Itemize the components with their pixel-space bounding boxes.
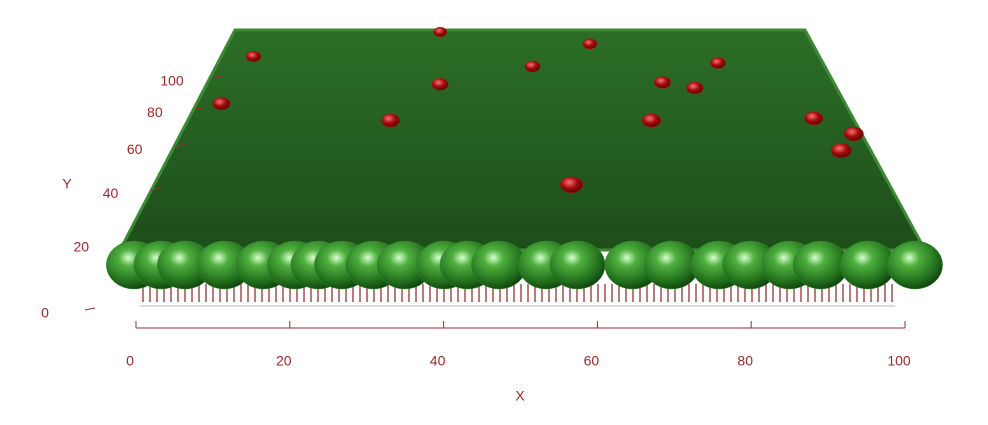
- sphere: [433, 26, 448, 38]
- sphere: [212, 97, 231, 111]
- y-tick: [211, 75, 223, 79]
- sphere: [843, 126, 864, 142]
- sphere: [654, 76, 671, 89]
- x-tick-label: 20: [276, 353, 292, 369]
- y-tick: [194, 106, 205, 110]
- sphere: [830, 143, 852, 159]
- sphere: [582, 38, 598, 50]
- y-tick: [84, 307, 96, 311]
- y-tick-label: 60: [127, 141, 143, 157]
- x-axis-title: X: [515, 388, 525, 404]
- x-tick-label: 0: [126, 353, 134, 369]
- y-tick-label: 20: [73, 238, 89, 254]
- sphere: [887, 240, 943, 290]
- sphere: [549, 240, 606, 290]
- x-tick-label: 40: [430, 353, 446, 369]
- x-tick-label: 100: [887, 353, 911, 369]
- sphere: [560, 176, 583, 194]
- sphere: [245, 50, 262, 63]
- stems: [140, 284, 895, 302]
- y-tick-label: 80: [147, 104, 163, 120]
- y-axis-title: Y: [62, 176, 72, 192]
- sphere: [380, 113, 400, 128]
- sphere: [431, 78, 449, 91]
- sphere: [641, 113, 662, 128]
- sphere-surface: [117, 28, 928, 252]
- sphere: [710, 57, 726, 69]
- sphere: [686, 81, 704, 95]
- sphere: [524, 60, 541, 73]
- x-tick-label: 60: [584, 353, 600, 369]
- y-tick-label: 40: [103, 185, 119, 201]
- y-tick-label: 100: [160, 73, 184, 89]
- y-tick: [150, 187, 161, 191]
- sphere: [804, 111, 824, 126]
- y-tick-label: 0: [41, 305, 49, 321]
- y-tick: [174, 143, 185, 147]
- x-tick-label: 80: [737, 353, 753, 369]
